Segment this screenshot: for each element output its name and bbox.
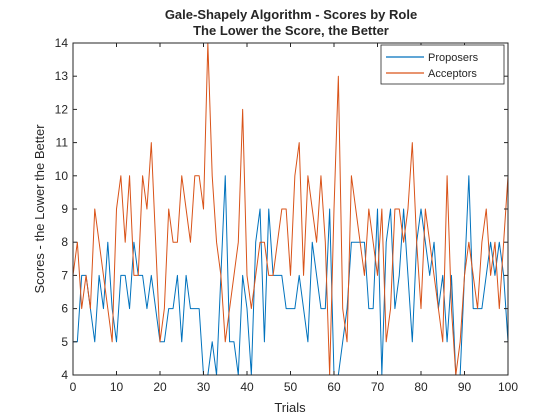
x-tick-label: 100 — [498, 380, 518, 394]
series-line-proposers — [73, 175, 509, 376]
chart-subtitle: The Lower the Score, the Better — [193, 23, 389, 38]
y-tick-label: 5 — [61, 335, 68, 349]
ticks-layer: 0 10 20 30 40 50 60 70 80 90 100 4 5 6 7 8 9 10 11 12 13 14 — [55, 36, 519, 394]
x-tick-label: 20 — [153, 380, 167, 394]
y-tick-label: 4 — [61, 368, 68, 382]
y-tick-label: 12 — [55, 102, 69, 116]
x-tick-label: 30 — [197, 380, 211, 394]
y-tick-label: 13 — [55, 69, 69, 83]
plot-area — [73, 43, 508, 375]
y-tick-label: 6 — [61, 302, 68, 316]
x-tick-label: 70 — [371, 380, 385, 394]
x-tick-label: 40 — [240, 380, 254, 394]
x-tick-label: 50 — [284, 380, 298, 394]
x-tick-label: 10 — [110, 380, 124, 394]
series-line-acceptors — [72, 42, 509, 376]
x-tick-label: 80 — [414, 380, 428, 394]
legend-label-acceptors: Acceptors — [428, 68, 477, 80]
x-tick-label: 60 — [327, 380, 341, 394]
y-axis-label: Scores - the Lower the Better — [32, 124, 47, 294]
x-tick-label: 0 — [70, 380, 77, 394]
legend-label-proposers: Proposers — [428, 52, 479, 64]
y-tick-label: 14 — [55, 36, 69, 50]
x-tick-label: 90 — [458, 380, 472, 394]
x-axis-label: Trials — [274, 400, 306, 415]
y-tick-label: 11 — [56, 136, 69, 150]
y-tick-label: 8 — [61, 235, 68, 249]
y-tick-label: 10 — [55, 169, 69, 183]
y-tick-label: 7 — [61, 268, 68, 282]
legend-box — [380, 44, 505, 85]
y-tick-label: 9 — [61, 202, 68, 216]
series-layer — [72, 42, 509, 376]
chart-title: Gale-Shapely Algorithm - Scores by Role — [165, 7, 417, 22]
legend: Proposers Acceptors — [380, 44, 505, 85]
